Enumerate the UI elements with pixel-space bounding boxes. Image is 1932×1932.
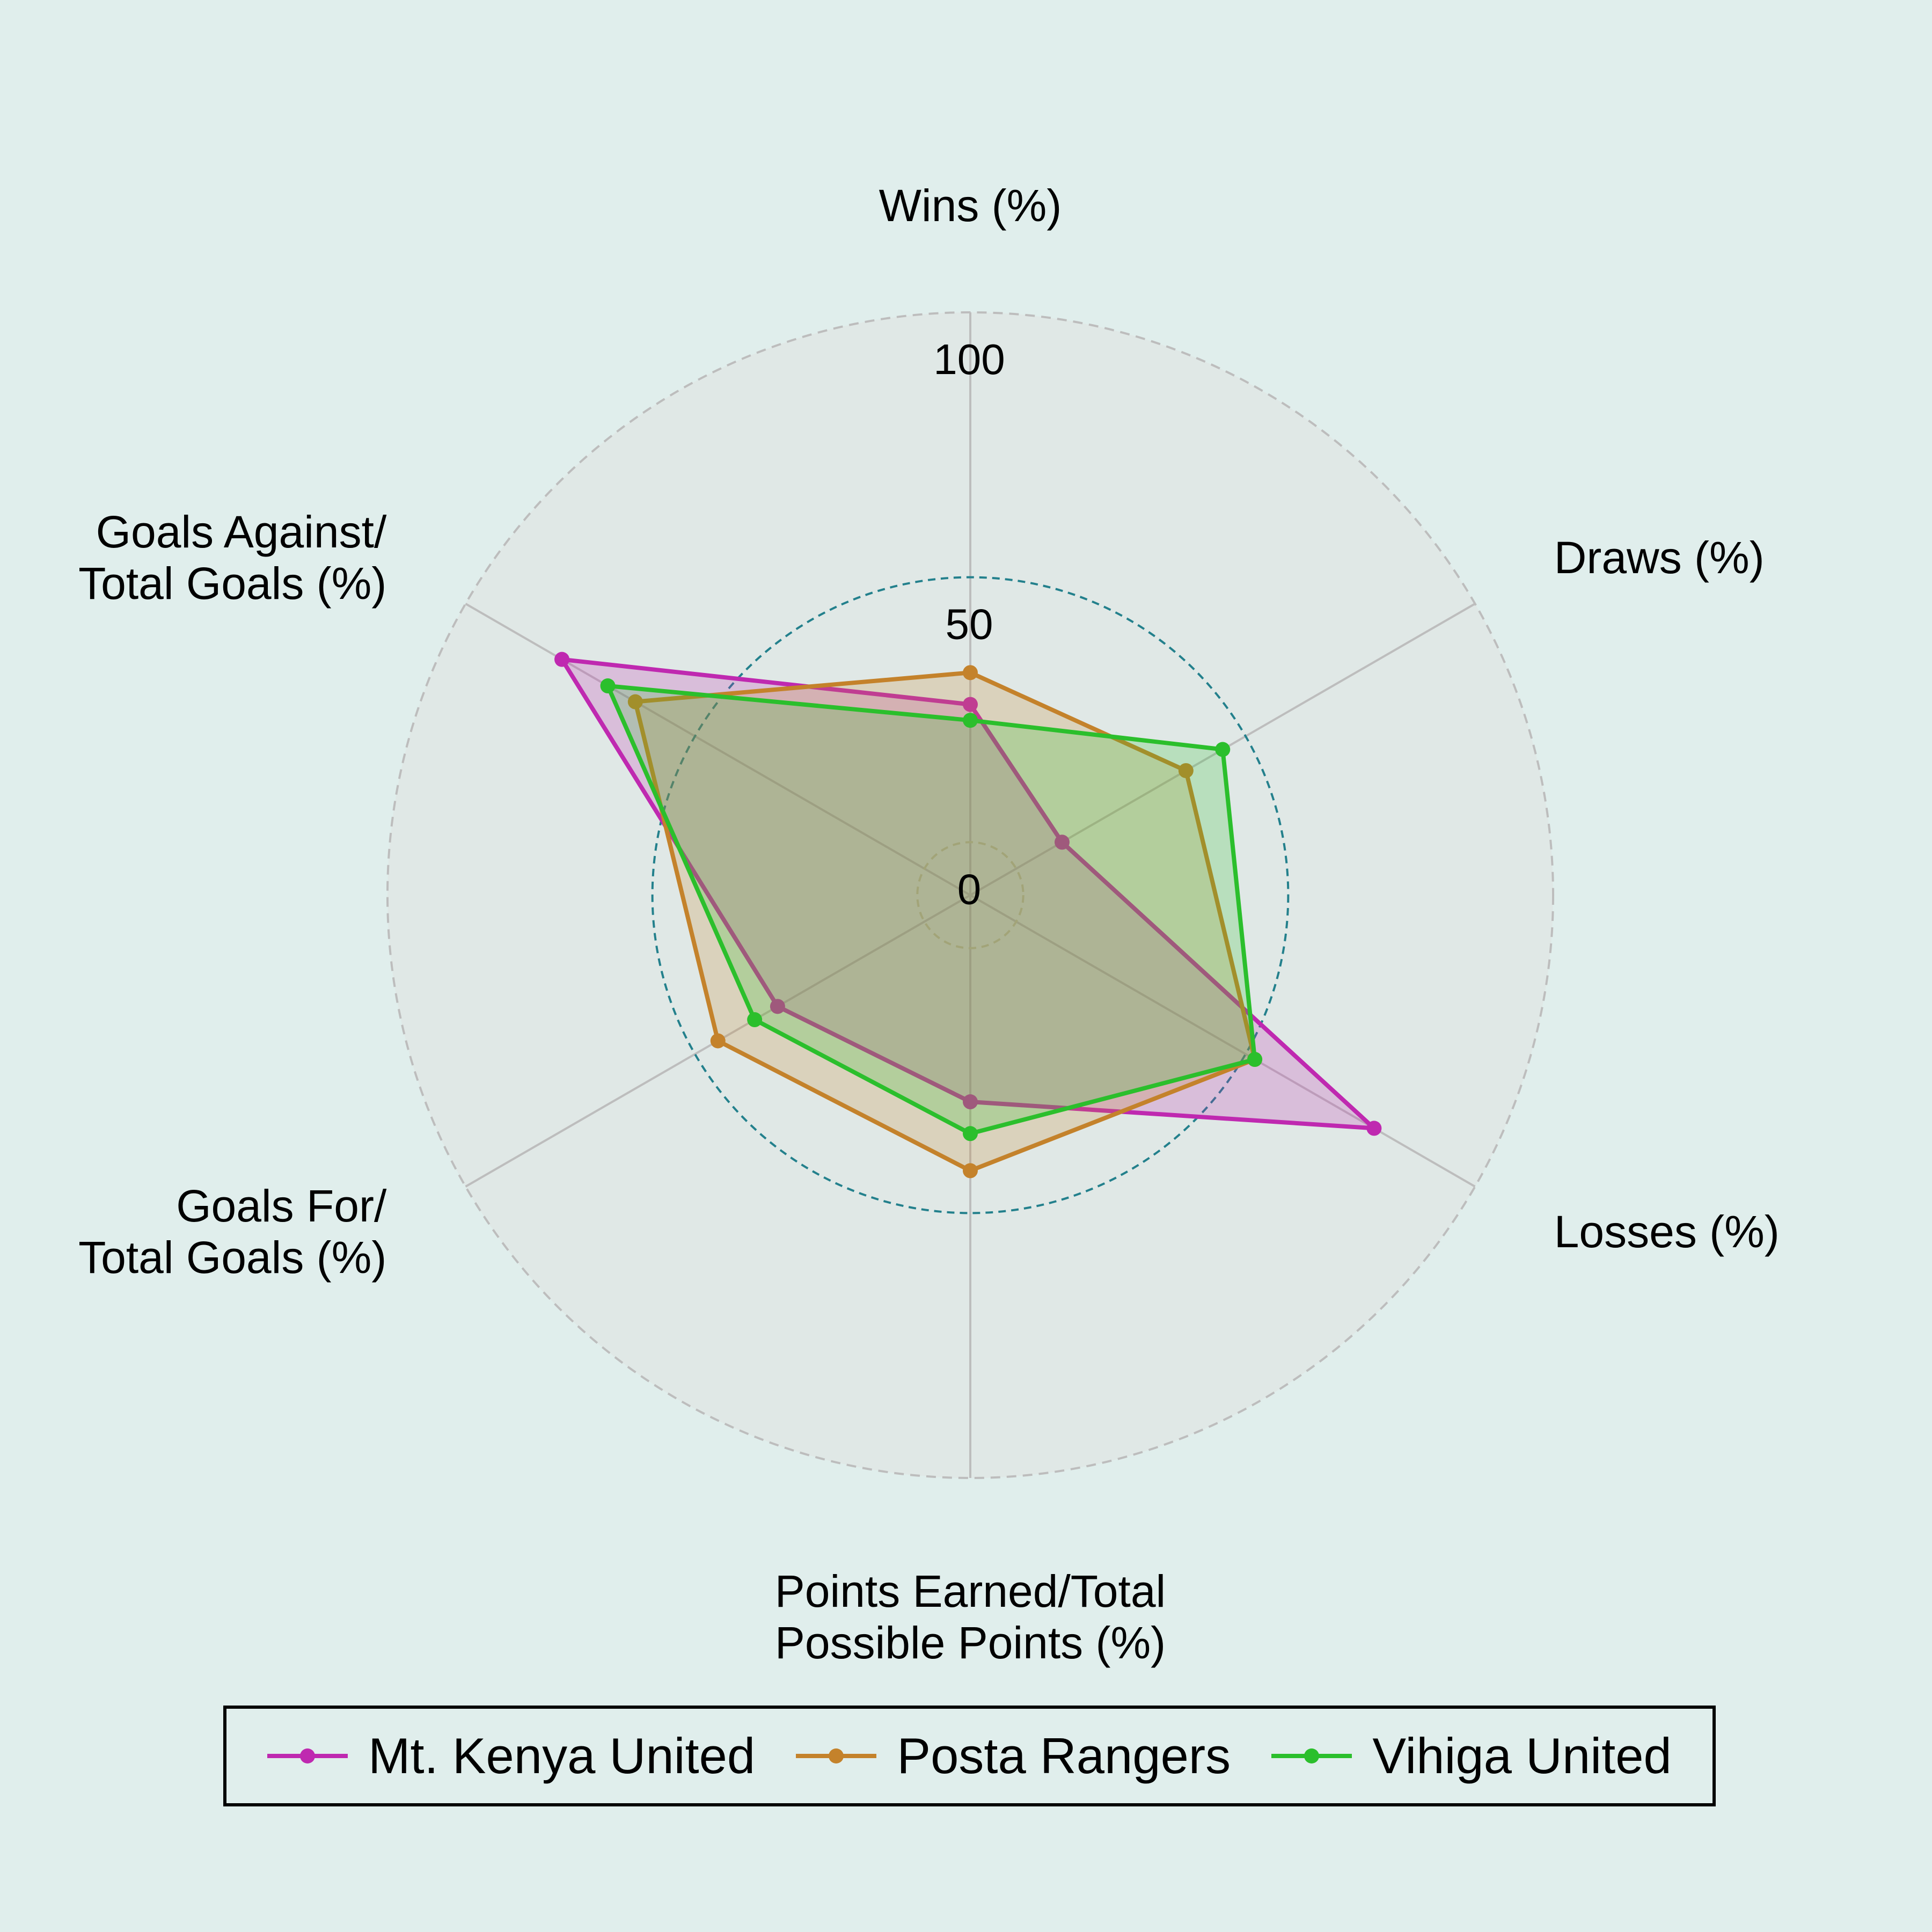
- series-point: [710, 1033, 726, 1049]
- radial-tick-label: 100: [933, 335, 1005, 383]
- axis-label: Goals Against/: [96, 507, 387, 557]
- series-point: [1055, 835, 1070, 850]
- radial-gridline: [465, 603, 971, 896]
- series-point: [963, 1163, 978, 1179]
- axis-label: Possible Points (%): [775, 1618, 1166, 1668]
- legend: Mt. Kenya United Posta Rangers Vihiga Unit…: [223, 1706, 1716, 1806]
- axis-label: Total Goals (%): [78, 558, 386, 609]
- radial-tick-label: 0: [957, 865, 982, 913]
- series-area: [608, 686, 1255, 1134]
- legend-item: Vihiga United: [1271, 1727, 1672, 1785]
- legend-swatch: [796, 1748, 877, 1763]
- axis-label: Wins (%): [879, 180, 1062, 231]
- legend-marker: [829, 1748, 844, 1763]
- axis-label: Losses (%): [1554, 1206, 1780, 1257]
- series-point: [770, 999, 785, 1014]
- series-point: [1215, 742, 1231, 757]
- legend-label: Mt. Kenya United: [368, 1728, 756, 1784]
- legend-item: Mt. Kenya United: [267, 1727, 755, 1785]
- series-point: [963, 1126, 978, 1141]
- axis-label: Points Earned/Total: [775, 1566, 1166, 1616]
- axis-label: Total Goals (%): [78, 1232, 386, 1283]
- label-layer: 0 50 100 Wins (%) Draws (%) Losses (%) Points …: [78, 180, 1780, 1668]
- legend-marker: [300, 1748, 316, 1763]
- series-area: [562, 659, 1374, 1129]
- series-point: [747, 1012, 763, 1028]
- legend-label: Posta Rangers: [897, 1728, 1231, 1784]
- series-point: [1366, 1121, 1382, 1136]
- legend-label: Vihiga United: [1372, 1728, 1672, 1784]
- series-point: [963, 713, 978, 728]
- legend-item: Posta Rangers: [796, 1727, 1231, 1785]
- axis-label: Goals For/: [176, 1181, 387, 1231]
- series-area: [635, 672, 1255, 1171]
- legend-swatch: [1271, 1748, 1352, 1763]
- series-point: [963, 1094, 978, 1110]
- series-point: [554, 652, 570, 667]
- series-point: [1178, 763, 1194, 778]
- ring-gridline: [651, 576, 1290, 1214]
- radial-tick-label: 50: [946, 601, 993, 648]
- radial-gridline: [970, 894, 1476, 1188]
- series-point: [1247, 1052, 1263, 1067]
- ring-gridline: [916, 841, 1024, 949]
- legend-marker: [1304, 1748, 1320, 1763]
- series-point: [627, 694, 643, 709]
- legend-swatch: [267, 1748, 348, 1763]
- grid-layer: [386, 311, 1554, 1479]
- series-point: [963, 697, 978, 712]
- axis-label: Draws (%): [1554, 532, 1765, 583]
- series-point: [600, 678, 616, 694]
- series-layer: [554, 652, 1382, 1179]
- series-point: [963, 665, 978, 680]
